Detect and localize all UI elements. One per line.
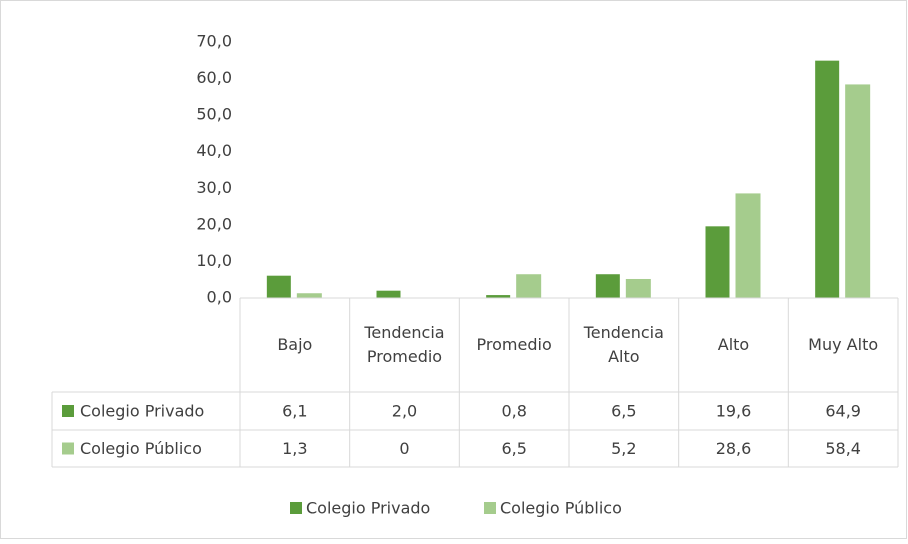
x-tick-label: Bajo <box>277 335 313 354</box>
x-tick-label: Tendencia Alto <box>583 323 664 366</box>
y-tick-label: 40,0 <box>196 141 232 160</box>
bar <box>595 274 620 298</box>
category-cell: Muy Alto <box>808 335 879 354</box>
legend-key <box>62 442 74 455</box>
table-value: 0 <box>399 439 409 458</box>
table-value: 19,6 <box>716 402 752 421</box>
table-series-name: Colegio Público <box>80 439 202 458</box>
legend-key <box>484 502 496 514</box>
x-tick-label: Promedio <box>476 335 552 354</box>
bar <box>735 193 761 298</box>
category-cell: Promedio <box>476 335 552 354</box>
table-value: 2,0 <box>392 402 417 421</box>
table-value: 0,8 <box>501 402 526 421</box>
y-tick-label: 0,0 <box>207 288 232 307</box>
category-cell: Alto <box>717 335 750 354</box>
table-value: 58,4 <box>825 439 861 458</box>
legend-key <box>290 502 302 514</box>
table-value: 6,1 <box>282 402 307 421</box>
y-tick-label: 70,0 <box>196 32 232 51</box>
y-tick-label: 10,0 <box>196 251 232 270</box>
y-tick-label: 30,0 <box>196 178 232 197</box>
y-tick-label: 60,0 <box>196 68 232 87</box>
bar <box>516 274 542 298</box>
table-series-name: Colegio Privado <box>80 402 204 421</box>
x-tick-label: Tendencia Promedio <box>364 323 445 366</box>
table-value: 1,3 <box>282 439 307 458</box>
bar <box>376 290 401 298</box>
table-value: 5,2 <box>611 439 636 458</box>
x-tick-label: Muy Alto <box>808 335 879 354</box>
bar <box>845 84 871 299</box>
category-cell: Bajo <box>277 335 313 354</box>
table-value: 64,9 <box>825 402 861 421</box>
table-value: 28,6 <box>716 439 752 458</box>
table-value: 6,5 <box>501 439 526 458</box>
y-tick-label: 50,0 <box>196 105 232 124</box>
category-cell: Tendencia Promedio <box>364 323 445 366</box>
y-tick-label: 20,0 <box>196 214 232 233</box>
legend-label: Colegio Público <box>500 499 622 518</box>
bar <box>815 60 840 298</box>
category-cell: Tendencia Alto <box>583 323 664 366</box>
legend-label: Colegio Privado <box>306 499 430 518</box>
bar <box>486 295 511 298</box>
table-value: 6,5 <box>611 402 636 421</box>
bar <box>625 278 651 298</box>
bar <box>266 275 291 298</box>
legend-key <box>62 405 74 417</box>
x-tick-label: Alto <box>717 335 750 354</box>
bar <box>705 226 730 298</box>
bar <box>296 293 322 298</box>
